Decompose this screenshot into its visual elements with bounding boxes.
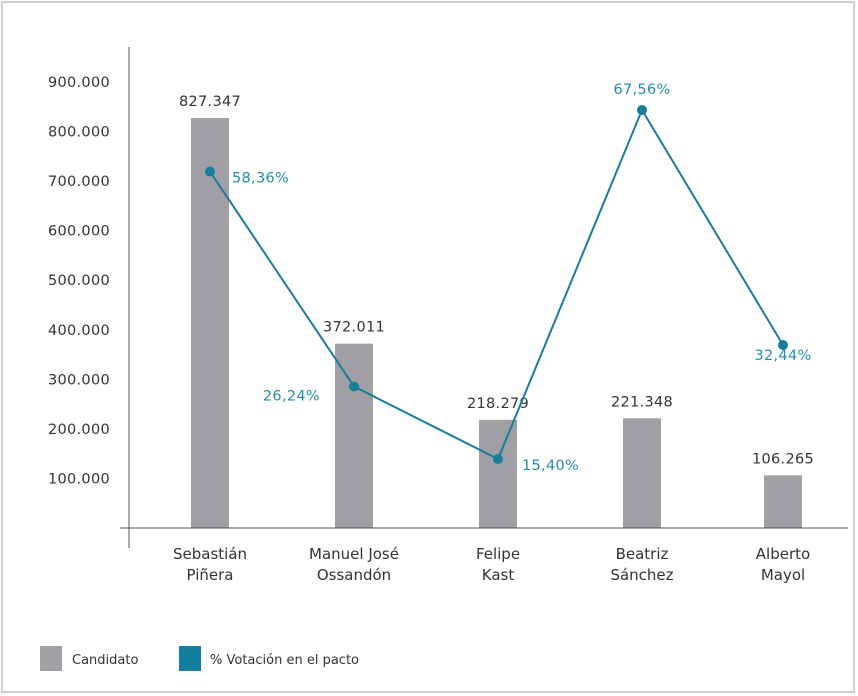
category-label-2-0: Felipe <box>476 545 520 563</box>
y-tick-label-4: 500.000 <box>48 273 110 289</box>
category-label-4-1: Mayol <box>761 566 805 584</box>
line-point-4 <box>778 339 788 350</box>
line-value-label-1: 26,24% <box>263 388 320 404</box>
bar-value-label-4: 106.265 <box>752 451 814 467</box>
bar-value-label-3: 221.348 <box>611 394 673 410</box>
category-label-0-0: Sebastián <box>173 545 247 563</box>
legend-label-votacion: % Votación en el pacto <box>210 653 359 668</box>
bar-value-label-1: 372.011 <box>323 320 385 336</box>
legend-swatch-candidato <box>40 646 62 671</box>
line-point-1 <box>349 381 359 392</box>
bar-value-label-2: 218.279 <box>467 396 529 412</box>
y-tick-label-6: 700.000 <box>48 174 110 190</box>
category-label-1-1: Ossandón <box>317 566 391 584</box>
line-point-2 <box>493 454 503 464</box>
category-label-2-1: Kast <box>482 566 515 584</box>
y-tick-label-3: 400.000 <box>48 323 110 339</box>
legend: Candidato % Votación en el pacto <box>40 646 359 671</box>
y-axis-ticks: 100.000 200.000 300.000 400.000 500.000 600.0… <box>48 75 110 487</box>
category-label-4-0: Alberto <box>756 545 810 563</box>
y-tick-label-7: 800.000 <box>48 125 110 141</box>
line-value-label-3: 67,56% <box>613 82 670 98</box>
legend-label-candidato: Candidato <box>72 653 138 668</box>
y-tick-label-0: 100.000 <box>48 471 110 487</box>
line-value-label-0: 58,36% <box>232 171 289 187</box>
legend-swatch-votacion <box>179 646 201 671</box>
line-value-label-2: 15,40% <box>522 458 579 474</box>
category-label-3-1: Sánchez <box>610 566 673 584</box>
line-point-0 <box>205 166 215 177</box>
bar-4 <box>764 475 802 528</box>
line-point-3 <box>637 105 647 115</box>
line-series: 58,36% 26,24% 15,40% 67,56% 32,44% <box>205 82 811 474</box>
line-value-label-4: 32,44% <box>754 348 811 364</box>
bar-series: 827.347 372.011 218.279 221.348 106.265 <box>179 94 814 528</box>
category-label-0-1: Piñera <box>187 566 234 584</box>
y-tick-label-8: 900.000 <box>48 75 110 91</box>
y-tick-label-5: 600.000 <box>48 224 110 240</box>
x-axis-categories: Sebastián Piñera Manuel José Ossandón Felipe… <box>173 545 810 584</box>
bar-3 <box>623 418 661 528</box>
bar-value-label-0: 827.347 <box>179 94 241 110</box>
bar-1 <box>335 343 373 528</box>
y-tick-label-1: 200.000 <box>48 422 110 438</box>
bar-2 <box>479 419 517 528</box>
category-label-3-0: Beatriz <box>616 545 669 563</box>
y-tick-label-2: 300.000 <box>48 372 110 388</box>
bar-0 <box>191 118 229 528</box>
axes <box>120 47 848 548</box>
category-label-1-0: Manuel José <box>309 545 399 563</box>
